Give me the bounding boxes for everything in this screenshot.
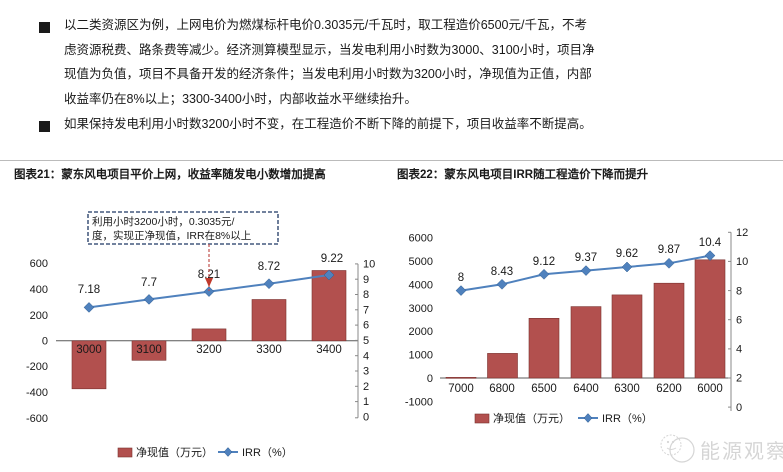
svg-text:2000: 2000 bbox=[409, 326, 433, 338]
svg-text:净现值（万元）: 净现值（万元） bbox=[493, 411, 570, 425]
svg-text:1000: 1000 bbox=[409, 350, 433, 362]
svg-text:5000: 5000 bbox=[409, 256, 433, 268]
svg-text:7.7: 7.7 bbox=[141, 277, 157, 289]
svg-text:8: 8 bbox=[363, 289, 369, 301]
svg-text:6300: 6300 bbox=[614, 383, 640, 395]
svg-text:9.62: 9.62 bbox=[616, 248, 638, 260]
svg-text:5: 5 bbox=[363, 335, 369, 347]
svg-text:净现值（万元）: 净现值（万元） bbox=[136, 445, 213, 459]
svg-text:0: 0 bbox=[363, 412, 369, 424]
svg-text:2: 2 bbox=[736, 373, 742, 385]
svg-text:6000: 6000 bbox=[409, 233, 433, 245]
svg-text:6000: 6000 bbox=[697, 383, 723, 395]
svg-text:9.22: 9.22 bbox=[321, 253, 343, 265]
svg-text:9: 9 bbox=[363, 274, 369, 286]
svg-text:-200: -200 bbox=[26, 361, 48, 373]
svg-text:8: 8 bbox=[736, 285, 742, 297]
svg-text:10.4: 10.4 bbox=[699, 237, 722, 249]
svg-text:IRR（%）: IRR（%） bbox=[602, 412, 653, 425]
svg-text:利用小时3200小时，0.3035元/: 利用小时3200小时，0.3035元/ bbox=[92, 216, 234, 228]
svg-text:3000: 3000 bbox=[76, 344, 102, 356]
svg-text:6: 6 bbox=[363, 320, 369, 332]
svg-text:6400: 6400 bbox=[573, 383, 599, 395]
svg-text:IRR（%）: IRR（%） bbox=[242, 446, 293, 459]
svg-text:7: 7 bbox=[363, 304, 369, 316]
svg-text:3000: 3000 bbox=[409, 303, 433, 315]
svg-text:4: 4 bbox=[736, 344, 742, 356]
svg-text:8.43: 8.43 bbox=[491, 266, 513, 278]
svg-text:6200: 6200 bbox=[656, 383, 682, 395]
svg-text:12: 12 bbox=[736, 227, 748, 239]
svg-text:400: 400 bbox=[30, 284, 48, 296]
svg-text:3400: 3400 bbox=[316, 344, 342, 356]
svg-text:度，实现正净现值，IRR在8%以上: 度，实现正净现值，IRR在8%以上 bbox=[92, 229, 251, 242]
svg-text:3: 3 bbox=[363, 366, 369, 378]
svg-text:9.87: 9.87 bbox=[658, 244, 680, 256]
svg-text:6500: 6500 bbox=[531, 383, 557, 395]
svg-text:600: 600 bbox=[30, 258, 48, 270]
svg-text:4000: 4000 bbox=[409, 279, 433, 291]
svg-text:7.18: 7.18 bbox=[78, 284, 100, 296]
svg-text:1: 1 bbox=[363, 396, 369, 408]
svg-text:2: 2 bbox=[363, 381, 369, 393]
svg-text:-600: -600 bbox=[26, 413, 48, 425]
svg-text:7000: 7000 bbox=[448, 383, 474, 395]
svg-text:6: 6 bbox=[736, 314, 742, 326]
svg-text:3300: 3300 bbox=[256, 344, 282, 356]
svg-text:10: 10 bbox=[736, 256, 748, 268]
svg-text:3200: 3200 bbox=[196, 344, 222, 356]
svg-text:-1000: -1000 bbox=[405, 396, 433, 408]
svg-text:4: 4 bbox=[363, 350, 369, 362]
svg-text:200: 200 bbox=[30, 310, 48, 322]
svg-text:3100: 3100 bbox=[136, 344, 162, 356]
svg-text:0: 0 bbox=[736, 402, 742, 414]
svg-text:0: 0 bbox=[42, 336, 48, 348]
svg-text:-400: -400 bbox=[26, 387, 48, 399]
svg-text:0: 0 bbox=[427, 373, 433, 385]
svg-text:9.12: 9.12 bbox=[533, 256, 555, 268]
svg-text:8: 8 bbox=[458, 272, 464, 284]
svg-text:6800: 6800 bbox=[489, 383, 515, 395]
svg-text:8.72: 8.72 bbox=[258, 261, 280, 273]
svg-text:10: 10 bbox=[363, 259, 375, 271]
svg-text:9.37: 9.37 bbox=[575, 252, 597, 264]
